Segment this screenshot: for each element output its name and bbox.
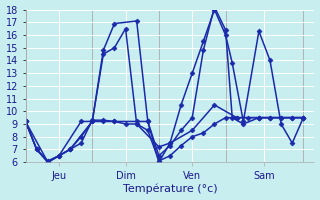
X-axis label: Température (°c): Température (°c) [123,184,217,194]
